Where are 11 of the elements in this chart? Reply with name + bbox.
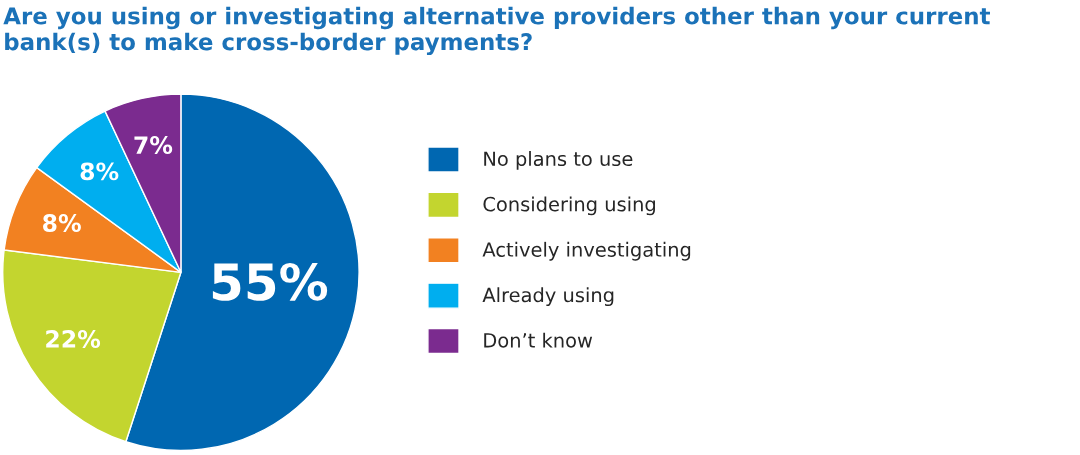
chart-title: Are you using or investigating alternative providers other than your current bank(s) to make cross-border payments? xyxy=(3,6,990,56)
data-label: 7% xyxy=(134,136,173,154)
legend-label: No plans to use xyxy=(484,151,633,170)
data-label: 55% xyxy=(212,262,328,301)
legend-label: Already using xyxy=(482,287,614,307)
data-label: 22% xyxy=(46,330,101,348)
legend-label: Don’t know xyxy=(484,332,593,348)
data-label: 8% xyxy=(80,162,119,181)
legend-label: Considering using xyxy=(483,196,655,216)
legend-label: Actively investigating xyxy=(482,241,691,261)
data-label: 8% xyxy=(43,214,81,232)
